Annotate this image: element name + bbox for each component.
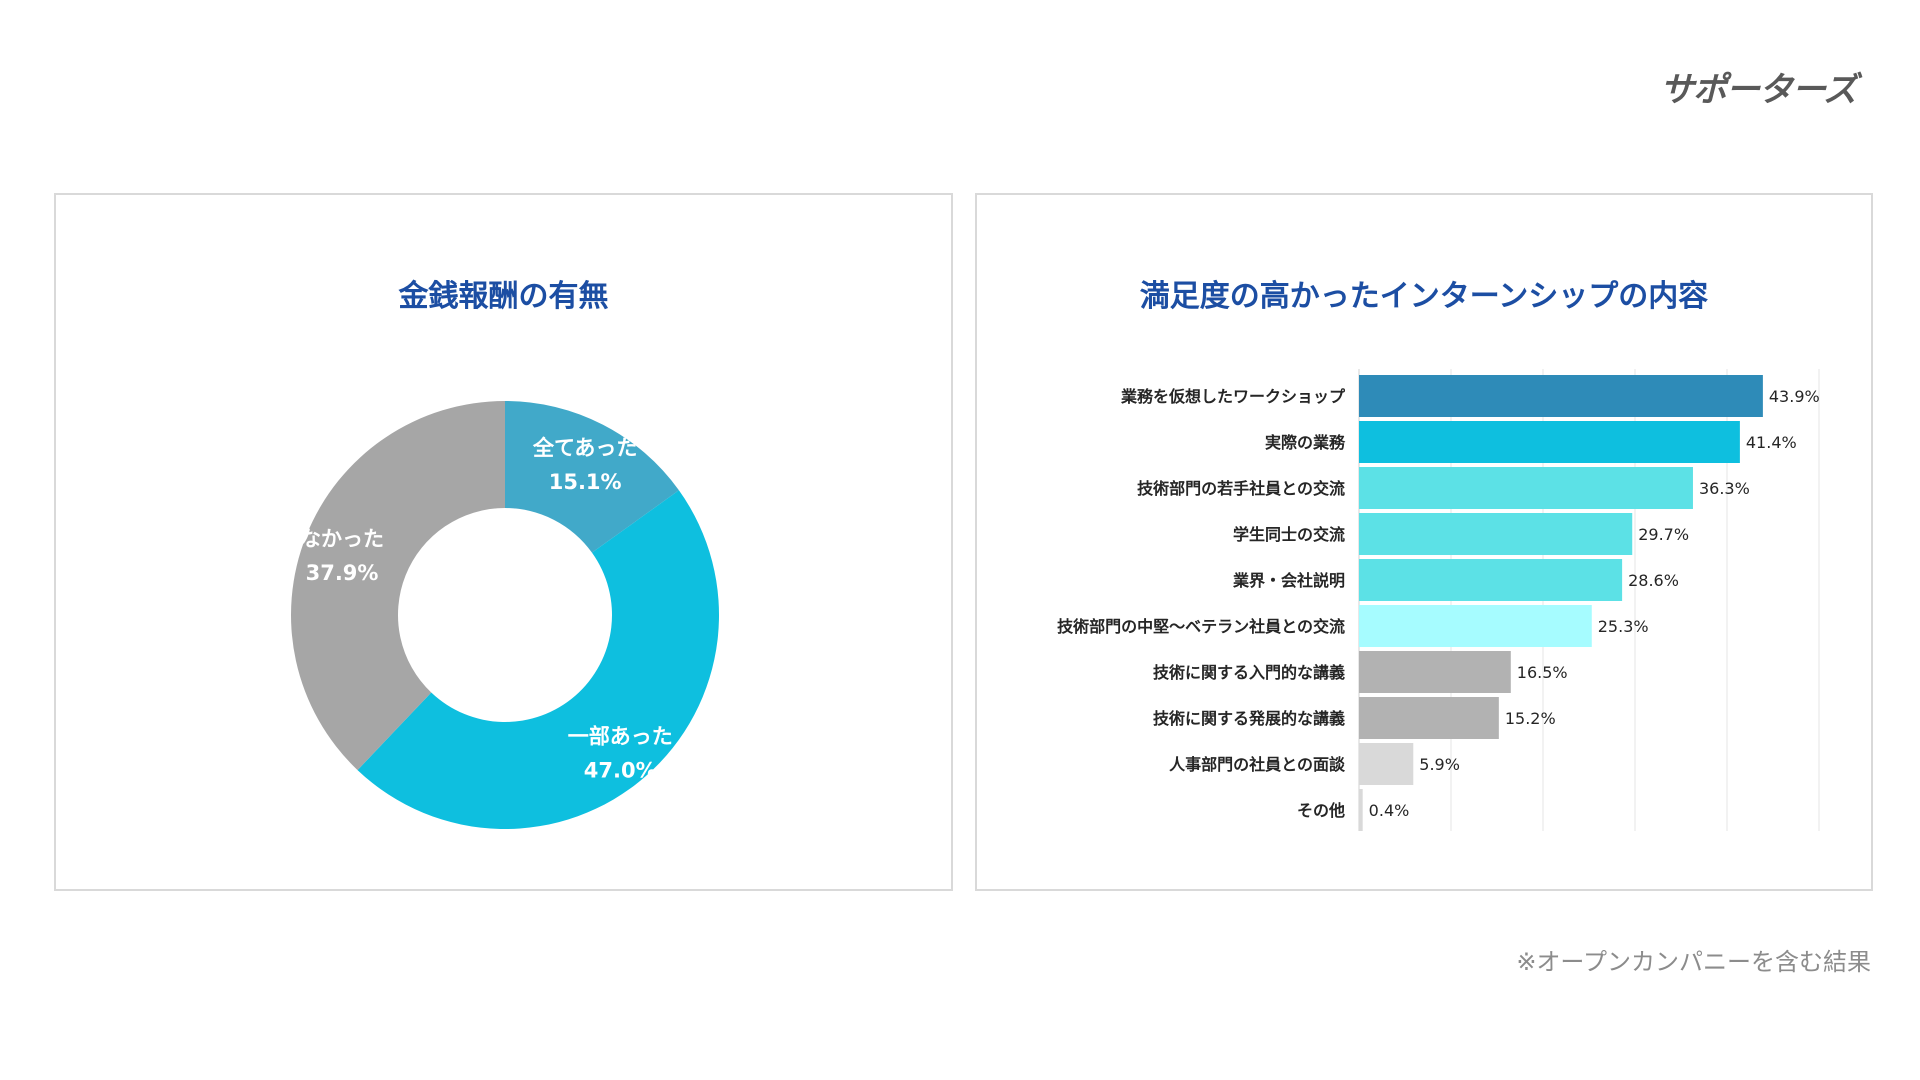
donut-value-none: 37.9% <box>306 561 379 585</box>
bar-9 <box>1359 789 1363 831</box>
bar-7 <box>1359 697 1499 739</box>
bar-2 <box>1359 467 1693 509</box>
bar-3 <box>1359 513 1633 555</box>
content-chart-title: 満足度の高かったインターンシップの内容 <box>1139 279 1709 314</box>
donut-label-all: 全てあった <box>532 436 637 460</box>
bar-value-label: 16.5% <box>1517 663 1568 682</box>
donut-slice-all <box>505 401 679 553</box>
bar-category-label: 実際の業務 <box>1265 433 1346 452</box>
bar-value-label: 36.3% <box>1699 479 1750 498</box>
bar-value-label: 29.7% <box>1638 525 1689 544</box>
donut-value-partial: 47.0% <box>584 758 657 782</box>
bar-value-label: 28.6% <box>1628 571 1679 590</box>
donut-value-all: 15.1% <box>549 470 622 494</box>
bar-category-label: 技術部門の中堅〜ベテラン社員との交流 <box>1057 617 1345 636</box>
reward-donut-chart: 全てあった 15.1% 一部あった 47.0% なかった 37.9% <box>291 401 719 829</box>
reward-chart-panel: 金銭報酬の有無 全てあった 15.1% 一部あった 47.0% なかった 37.9% <box>54 193 953 891</box>
bar-category-label: 業界・会社説明 <box>1232 571 1345 590</box>
bar-value-label: 43.9% <box>1769 387 1820 406</box>
bar-category-label: 学生同士の交流 <box>1233 525 1345 544</box>
content-bar-chart: 業務を仮想したワークショップ 43.9% 実際の業務 41.4% 技術部門の若手社員との… <box>1057 369 1820 831</box>
bar-0 <box>1359 375 1763 417</box>
bar-6 <box>1359 651 1511 693</box>
brand-logo: サポーターズ <box>1660 70 1857 110</box>
bar-category-label: 人事部門の社員との面談 <box>1169 755 1346 774</box>
donut-label-partial: 一部あった <box>568 724 673 748</box>
bar-8 <box>1359 743 1414 785</box>
bar-value-label: 25.3% <box>1598 617 1649 636</box>
bar-5 <box>1359 605 1592 647</box>
donut-slice-partial <box>357 490 719 829</box>
bar-1 <box>1359 421 1740 463</box>
bar-category-label: 技術に関する発展的な講義 <box>1153 709 1345 728</box>
bar-value-label: 15.2% <box>1505 709 1556 728</box>
bar-category-label: 技術に関する入門的な講義 <box>1153 663 1345 682</box>
content-chart-panel: 満足度の高かったインターンシップの内容 業務を仮想したワークショップ 43.9% 実… <box>975 193 1873 891</box>
donut-label-none: なかった <box>300 527 384 551</box>
bar-category-label: その他 <box>1297 801 1345 820</box>
bar-value-label: 0.4% <box>1369 801 1410 820</box>
footnote: ※オープンカンパニーを含む結果 <box>1516 948 1871 976</box>
bar-category-label: 技術部門の若手社員との交流 <box>1137 479 1345 498</box>
bar-category-label: 業務を仮想したワークショップ <box>1120 387 1346 406</box>
bar-4 <box>1359 559 1623 601</box>
bar-value-label: 5.9% <box>1419 755 1460 774</box>
reward-chart-title: 金銭報酬の有無 <box>398 279 609 314</box>
bar-value-label: 41.4% <box>1746 433 1797 452</box>
donut-slice-none <box>291 401 505 771</box>
